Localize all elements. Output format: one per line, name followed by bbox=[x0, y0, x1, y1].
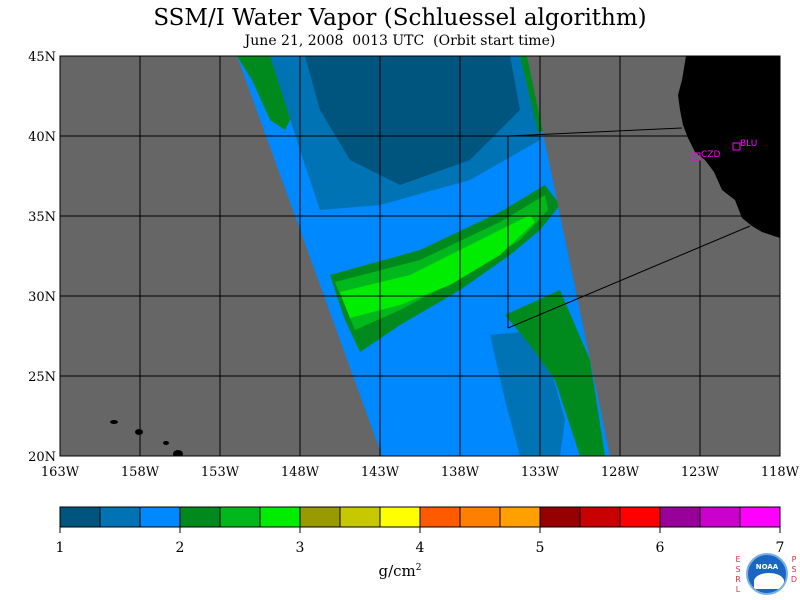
lon-label: 158W bbox=[121, 465, 160, 480]
lon-label: 123W bbox=[681, 465, 720, 480]
logo-psd-text: PSD bbox=[790, 555, 798, 584]
colorbar-tick-label: 1 bbox=[56, 540, 65, 556]
colorbar bbox=[59, 506, 781, 528]
colorbar-swatch bbox=[459, 506, 501, 528]
latitude-labels: 45N 40N 35N 30N 25N 20N bbox=[28, 50, 56, 465]
station-blu-marker bbox=[732, 142, 741, 151]
lon-label: 133W bbox=[521, 465, 560, 480]
lon-label: 138W bbox=[441, 465, 480, 480]
colorbar-swatch bbox=[299, 506, 341, 528]
lon-label: 163W bbox=[41, 465, 80, 480]
colorbar-swatch bbox=[739, 506, 781, 528]
hawaiian-islands bbox=[110, 420, 183, 456]
map-subtitle: June 21, 2008 0013 UTC (Orbit start time… bbox=[244, 33, 556, 49]
cross-section-lines bbox=[507, 127, 751, 329]
colorbar-tick-label: 6 bbox=[656, 540, 665, 556]
lon-label: 153W bbox=[201, 465, 240, 480]
map-title: SSM/I Water Vapor (Schluessel algorithm) bbox=[153, 5, 647, 31]
station-czd-label: CZD bbox=[701, 150, 720, 160]
swath-dry-core bbox=[305, 56, 520, 185]
map-grid bbox=[60, 56, 780, 456]
colorbar-swatch bbox=[619, 506, 661, 528]
colorbar-tick-labels: 1 2 3 4 5 6 7 bbox=[56, 527, 785, 556]
colorbar-swatch bbox=[659, 506, 701, 528]
colorbar-swatch bbox=[579, 506, 621, 528]
station-czd-marker bbox=[692, 152, 701, 161]
colorbar-swatch bbox=[139, 506, 181, 528]
lon-label: 143W bbox=[361, 465, 400, 480]
noaa-bird-icon bbox=[754, 573, 784, 589]
swath-southeast-band bbox=[505, 290, 605, 456]
colorbar-swatch bbox=[539, 506, 581, 528]
colorbar-swatch bbox=[339, 506, 381, 528]
colorbar-tick-label: 5 bbox=[536, 540, 545, 556]
colorbar-tick-label: 2 bbox=[176, 540, 185, 556]
lat-label: 30N bbox=[28, 290, 56, 305]
colorbar-swatch bbox=[499, 506, 541, 528]
colorbar-swatch bbox=[99, 506, 141, 528]
lon-label: 148W bbox=[281, 465, 320, 480]
colorbar-swatch bbox=[699, 506, 741, 528]
colorbar-swatch bbox=[259, 506, 301, 528]
noaa-emblem-icon: NOAA bbox=[746, 553, 788, 595]
colorbar-swatch bbox=[219, 506, 261, 528]
colorbar-tick-label: 3 bbox=[296, 540, 305, 556]
lat-label: 25N bbox=[28, 370, 56, 385]
colorbar-swatch bbox=[379, 506, 421, 528]
lat-label: 20N bbox=[28, 450, 56, 465]
noaa-esrl-psd-logo: ESRL NOAA PSD bbox=[734, 553, 798, 599]
logo-esrl-text: ESRL bbox=[735, 555, 741, 594]
colorbar-tick-label: 7 bbox=[776, 540, 785, 556]
lat-label: 35N bbox=[28, 210, 56, 225]
station-blu-label: BLU bbox=[740, 139, 757, 149]
lon-label: 128W bbox=[601, 465, 640, 480]
colorbar-swatch bbox=[59, 506, 101, 528]
colorbar-units: g/cm2 bbox=[378, 562, 422, 580]
lat-label: 45N bbox=[28, 50, 56, 65]
map-frame bbox=[59, 55, 781, 457]
lon-label: 118W bbox=[761, 465, 800, 480]
colorbar-tick-label: 4 bbox=[416, 540, 425, 556]
logo-noaa-text: NOAA bbox=[755, 563, 779, 571]
moisture-plume-core bbox=[340, 215, 535, 318]
stations: CZD BLU bbox=[692, 139, 757, 161]
colorbar-swatch bbox=[179, 506, 221, 528]
colorbar-swatch bbox=[419, 506, 461, 528]
lat-label: 40N bbox=[28, 130, 56, 145]
longitude-labels: 163W 158W 153W 148W 143W 138W 133W 128W 123W 118W bbox=[41, 465, 800, 480]
north-america-land bbox=[678, 56, 780, 238]
